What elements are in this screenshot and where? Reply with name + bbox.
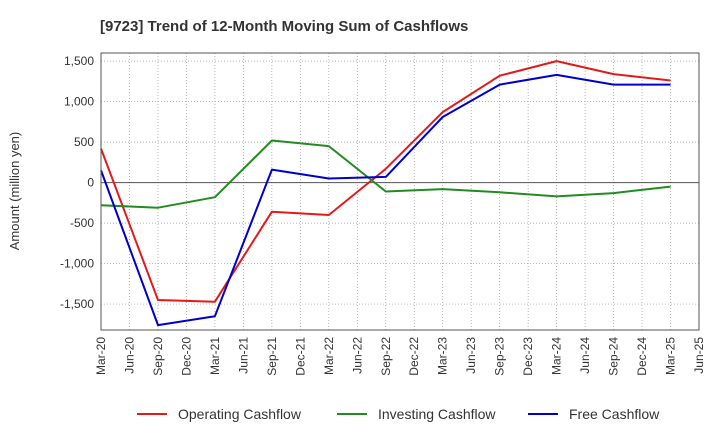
y-tick-label: -500 [70,216,94,230]
x-tick-label: Jun-24 [578,337,592,374]
x-tick-label: Dec-22 [407,337,421,376]
x-tick-label: Jun-25 [692,337,706,374]
x-tick-label: Jun-22 [350,337,364,374]
x-tick-label: Jun-21 [236,337,250,374]
series-line-investing-cashflow [100,139,671,209]
x-tick-label: Mar-25 [664,337,678,375]
legend-label: Investing Cashflow [378,406,496,422]
series-line-free-cashflow [100,73,671,327]
legend-item: Investing Cashflow [337,406,496,422]
x-tick-labels: Mar-20 Jun-20 Sep-20 Dec-20 Mar-21 Jun-21 Sep-… [94,337,706,376]
y-tick-label: 1,500 [64,54,94,68]
plot-area-border [100,52,700,331]
x-tick-label: Mar-21 [208,337,222,375]
legend: Operating Cashflow Investing Cashflow Free… [137,406,660,422]
y-axis-label: Amount (million yen) [7,132,22,251]
y-tick-label: 1,000 [64,95,94,109]
x-tick-label: Dec-24 [635,337,649,376]
y-tick-label: -1,000 [60,257,94,271]
x-tick-label: Dec-23 [521,337,535,376]
x-tick-label: Sep-21 [265,337,279,376]
y-tick-labels: 1,500 1,000 500 0 -500 -1,000 -1,500 [60,54,94,311]
legend-item: Free Cashflow [528,406,660,422]
series-lines [100,60,671,327]
legend-label: Operating Cashflow [178,406,302,422]
x-tick-label: Mar-24 [550,337,564,375]
x-tick-label: Sep-20 [151,337,165,376]
x-tick-label: Mar-20 [94,337,108,375]
x-tick-label: Dec-21 [293,337,307,376]
x-tick-label: Jun-23 [464,337,478,374]
legend-item: Operating Cashflow [137,406,302,422]
x-tick-label: Mar-23 [436,337,450,375]
y-tick-label: -1,500 [60,297,94,311]
series-line-operating-cashflow [100,60,671,303]
x-tick-label: Sep-24 [607,337,621,376]
y-tick-label: 0 [87,176,94,190]
x-tick-label: Dec-20 [179,337,193,376]
x-tick-label: Sep-23 [493,337,507,376]
x-tick-label: Mar-22 [322,337,336,375]
y-tick-label: 500 [74,135,94,149]
legend-label: Free Cashflow [569,406,660,422]
x-tick-label: Jun-20 [122,337,136,374]
chart-title: [9723] Trend of 12-Month Moving Sum of C… [100,18,468,35]
x-tick-label: Sep-22 [379,337,393,376]
